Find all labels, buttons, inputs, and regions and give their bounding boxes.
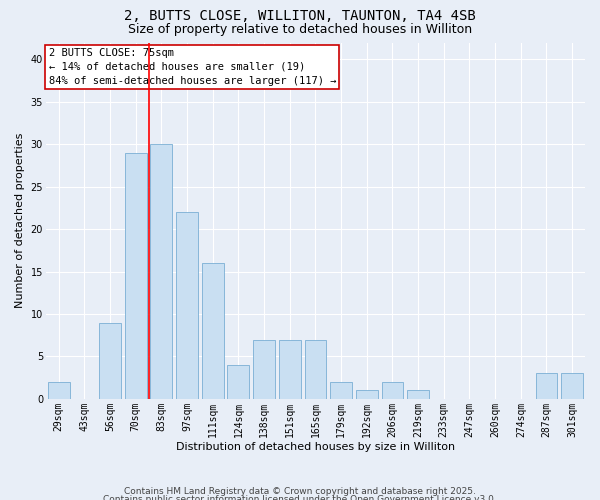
Bar <box>253 340 275 399</box>
Bar <box>407 390 429 399</box>
Bar <box>536 374 557 399</box>
Bar <box>48 382 70 399</box>
X-axis label: Distribution of detached houses by size in Williton: Distribution of detached houses by size … <box>176 442 455 452</box>
Bar <box>356 390 377 399</box>
Bar <box>99 322 121 399</box>
Y-axis label: Number of detached properties: Number of detached properties <box>15 133 25 308</box>
Bar <box>305 340 326 399</box>
Text: Size of property relative to detached houses in Williton: Size of property relative to detached ho… <box>128 22 472 36</box>
Text: 2, BUTTS CLOSE, WILLITON, TAUNTON, TA4 4SB: 2, BUTTS CLOSE, WILLITON, TAUNTON, TA4 4… <box>124 9 476 23</box>
Bar <box>227 365 250 399</box>
Bar <box>125 153 146 399</box>
Text: Contains HM Land Registry data © Crown copyright and database right 2025.: Contains HM Land Registry data © Crown c… <box>124 488 476 496</box>
Bar <box>176 212 198 399</box>
Bar <box>330 382 352 399</box>
Bar <box>151 144 172 399</box>
Bar <box>202 263 224 399</box>
Text: 2 BUTTS CLOSE: 75sqm
← 14% of detached houses are smaller (19)
84% of semi-detac: 2 BUTTS CLOSE: 75sqm ← 14% of detached h… <box>49 48 336 86</box>
Bar <box>382 382 403 399</box>
Bar <box>561 374 583 399</box>
Bar <box>279 340 301 399</box>
Text: Contains public sector information licensed under the Open Government Licence v3: Contains public sector information licen… <box>103 495 497 500</box>
